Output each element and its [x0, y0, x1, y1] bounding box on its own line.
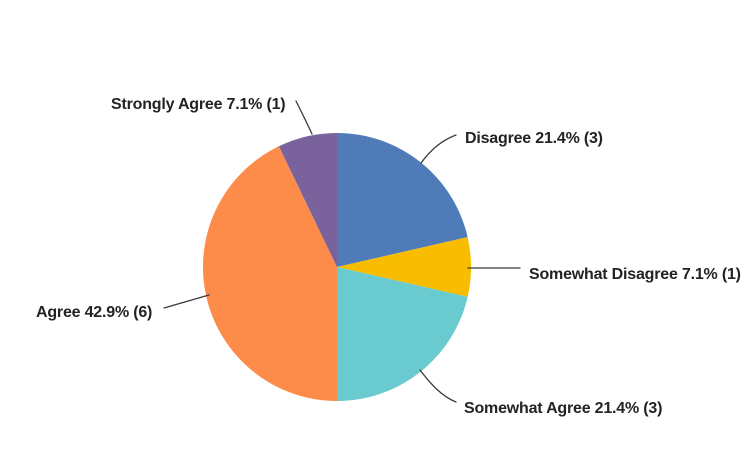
pie-slice-somewhat-agree [337, 267, 468, 401]
pie-slice-somewhat-disagree [337, 237, 472, 297]
pie-slices [203, 133, 472, 401]
leader-lines [163, 100, 521, 403]
pie-slice-agree [203, 146, 337, 401]
slice-label-somewhat-disagree: Somewhat Disagree 7.1% (1) [529, 266, 741, 283]
pie-slice-disagree [337, 133, 468, 267]
pie-slice-strongly-agree [278, 133, 337, 267]
leader-line-strongly-agree [295, 100, 313, 135]
slice-label-somewhat-agree: Somewhat Agree 21.4% (3) [464, 400, 663, 417]
leader-line-agree [163, 294, 210, 309]
slice-label-strongly-agree: Strongly Agree 7.1% (1) [111, 96, 286, 113]
slice-label-disagree: Disagree 21.4% (3) [465, 130, 603, 147]
slice-label-agree: Agree 42.9% (6) [36, 304, 153, 321]
leader-line-disagree [420, 134, 457, 164]
leader-line-somewhat-agree [419, 369, 457, 403]
